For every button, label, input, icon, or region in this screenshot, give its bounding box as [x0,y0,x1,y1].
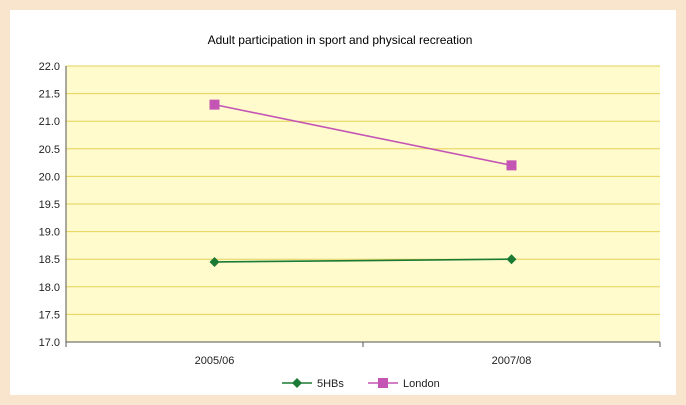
x-tick-label: 2007/08 [492,355,532,367]
legend-label: London [403,378,440,390]
y-tick-label: 21.5 [39,89,60,101]
y-tick-label: 18.0 [39,282,60,294]
legend-marker [292,378,302,388]
y-tick-label: 17.0 [39,337,60,349]
series-line [214,103,512,167]
y-tick-label: 19.0 [39,227,60,239]
chart-title: Adult participation in sport and physica… [208,33,473,47]
series-5hbs [209,254,517,267]
data-point [506,160,517,171]
y-tick-label: 20.0 [39,171,60,183]
y-tick-label: 20.5 [39,144,60,156]
y-tick-label: 19.5 [39,199,60,211]
y-tick-label: 18.5 [39,254,60,266]
data-point [209,256,220,267]
y-tick-label: 21.0 [39,116,60,128]
series-london [209,99,517,171]
series-line [214,258,512,263]
legend-label: 5HBs [317,378,344,390]
series-layer [209,99,517,267]
y-tick-label: 17.5 [39,309,60,321]
legend: 5HBs London [282,378,440,390]
data-point [506,254,517,265]
legend-marker [378,378,388,388]
y-tick-label: 22.0 [39,61,60,73]
legend-item: 5HBs [282,378,344,390]
axis-ticks: 22.0 21.5 21.0 20.5 20.0 19.5 19.0 18.5 18.0 17.5… [39,61,532,367]
data-point [209,99,220,110]
x-tick-label: 2005/06 [195,355,235,367]
legend-item: London [368,378,440,390]
plot-area [65,65,661,347]
